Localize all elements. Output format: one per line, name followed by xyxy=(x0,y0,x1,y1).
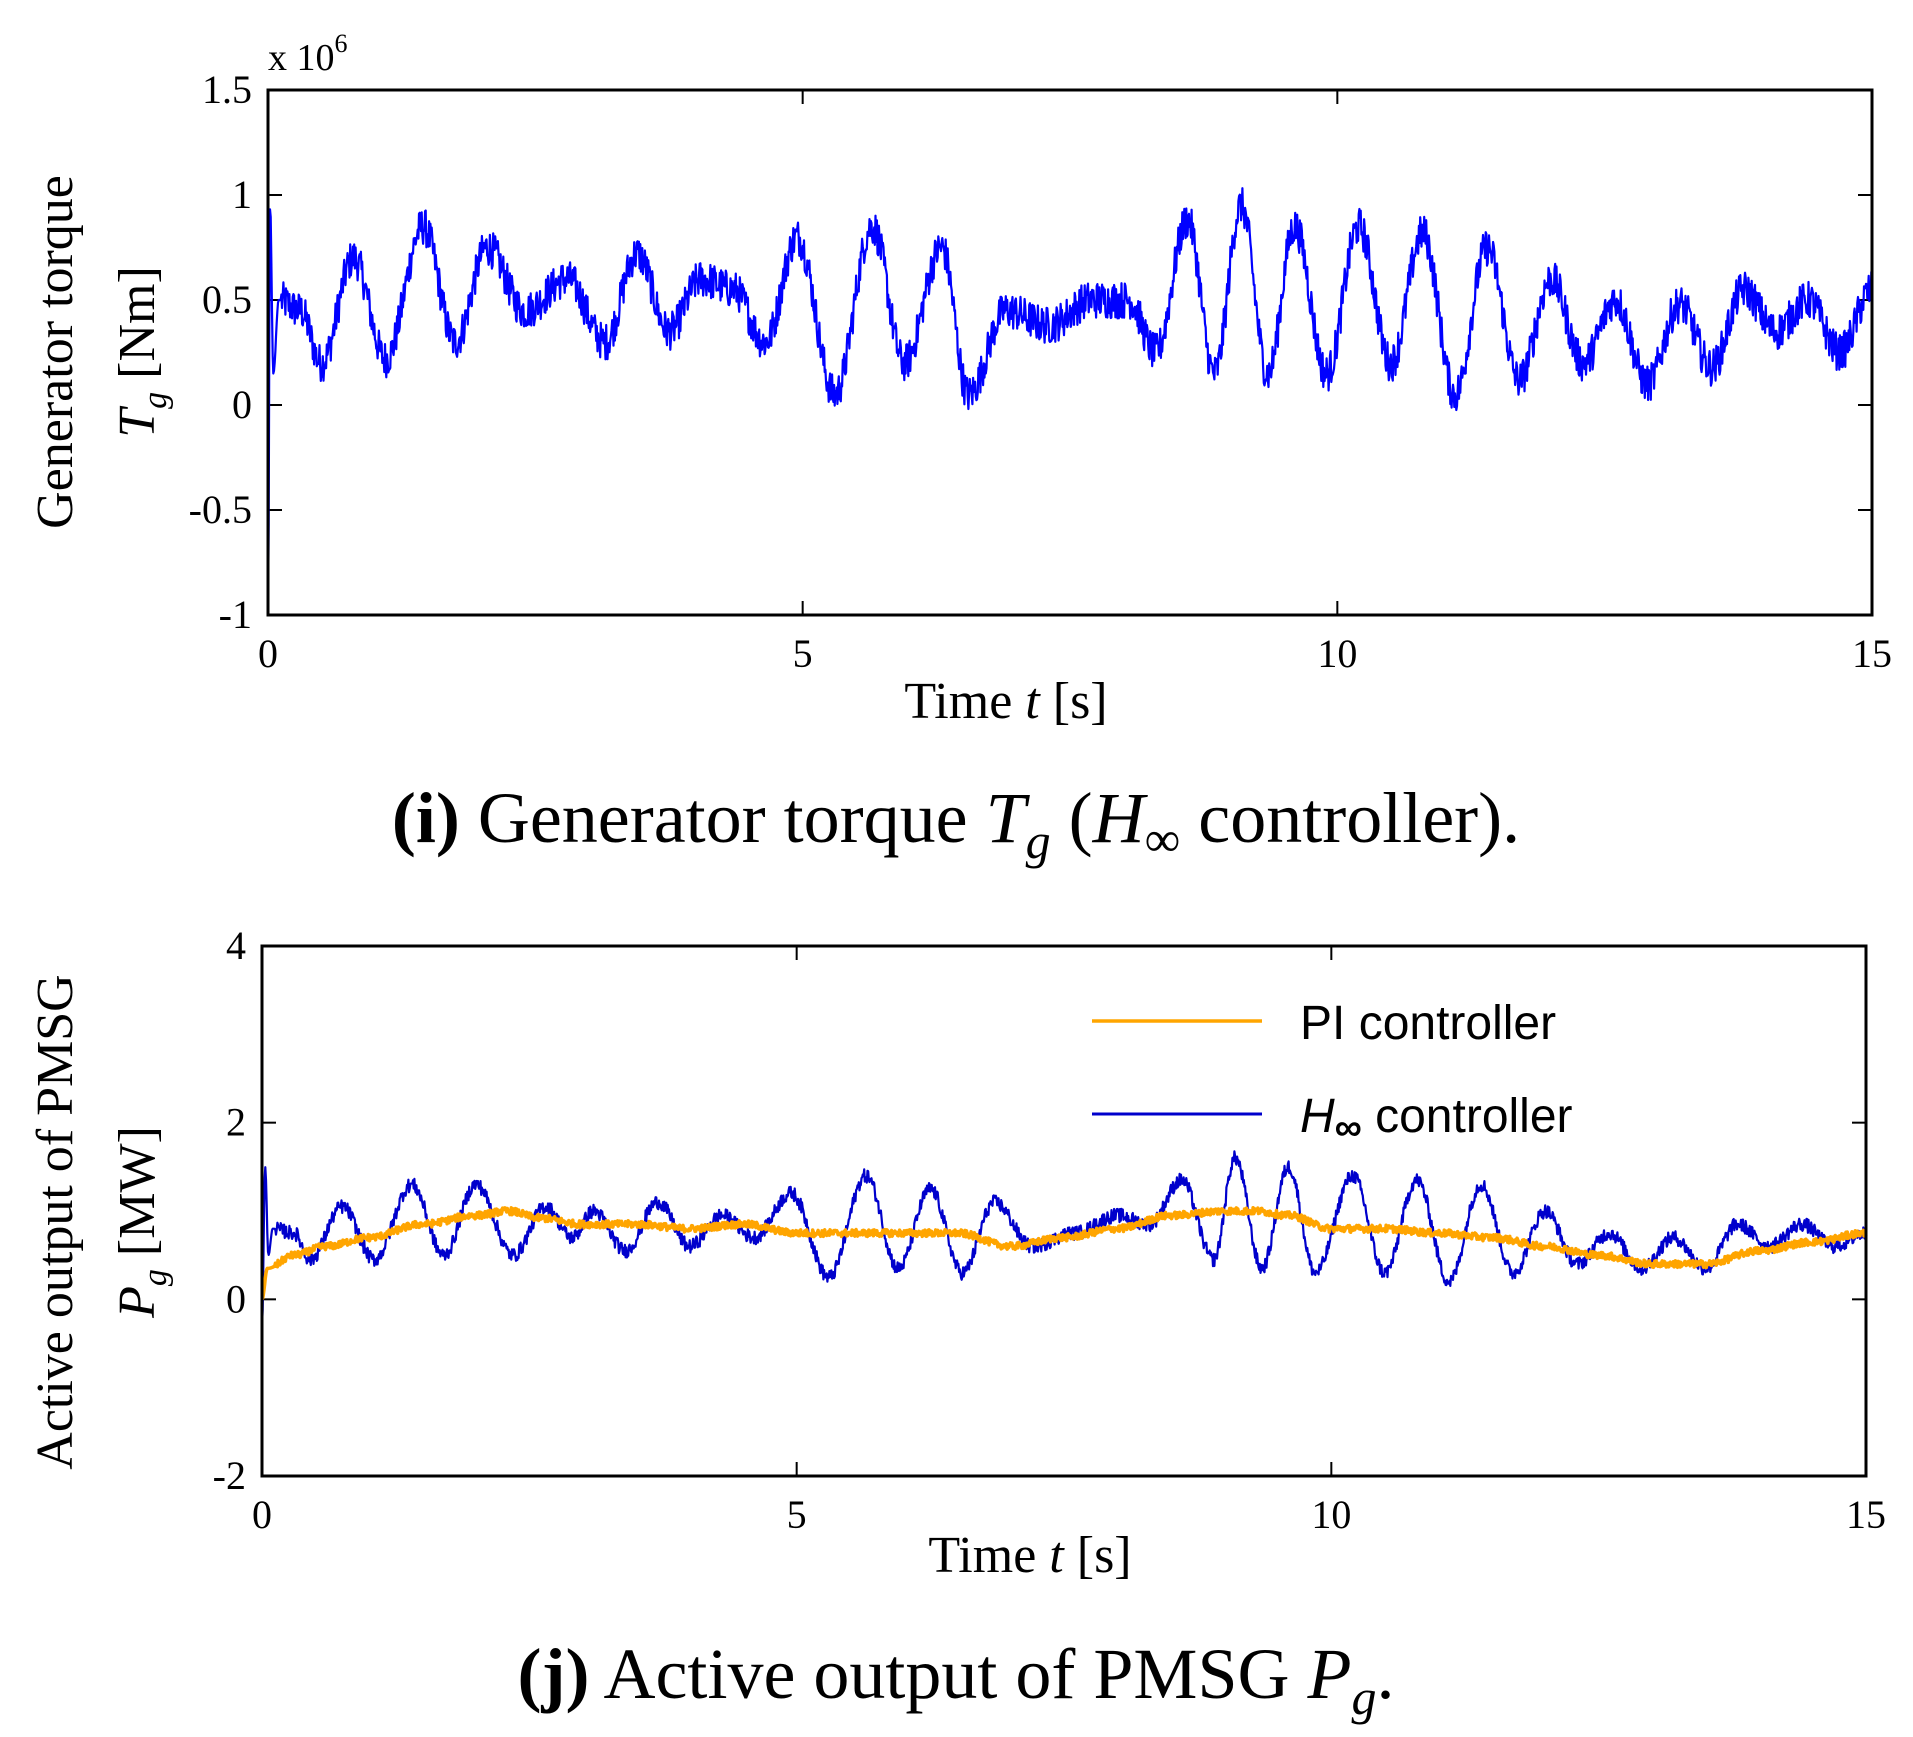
power-ytick-label: 0 xyxy=(226,1276,246,1321)
power-y-axis-label: Active output of PMSG Pg [MW] xyxy=(27,974,174,1469)
power-ytick-label: 4 xyxy=(226,923,246,968)
torque-ytick-label: -1 xyxy=(219,592,252,637)
torque-exponent-label: x 106 xyxy=(268,29,348,79)
torque-xtick-label: 0 xyxy=(258,631,278,676)
power-ytick-label: 2 xyxy=(226,1100,246,1145)
power-xtick-label: 0 xyxy=(252,1492,272,1537)
power-legend: PI controller H∞ controller xyxy=(1092,997,1573,1149)
torque-xtick-labels: 0 5 10 15 xyxy=(258,631,1892,676)
torque-xtick-label: 15 xyxy=(1852,631,1892,676)
torque-ytick-labels: -1 -0.5 0 0.5 1 1.5 xyxy=(189,67,252,637)
torque-y-axis-label-line1: Generator torque xyxy=(27,175,84,529)
caption-j: (j) Active output of PMSG Pg. xyxy=(518,1634,1395,1725)
torque-plot-frame xyxy=(266,88,1874,617)
power-plot-frame xyxy=(260,944,1868,1478)
torque-y-axis-label-line2: Tg [Nm] xyxy=(109,266,174,438)
power-ytick-label: -2 xyxy=(213,1453,246,1498)
power-pi-line xyxy=(260,1205,1868,1301)
legend-item-pi: PI controller xyxy=(1092,997,1556,1050)
caption-i: (i) Generator torque Tg (H∞ controller). xyxy=(392,778,1520,869)
torque-ytick-label: 1 xyxy=(232,172,252,217)
torque-xtick-label: 5 xyxy=(793,631,813,676)
torque-ytick-label: 0.5 xyxy=(202,277,252,322)
power-x-axis-label: Time t [s] xyxy=(928,1527,1131,1584)
torque-xtick-label: 10 xyxy=(1317,631,1357,676)
torque-hinf-line xyxy=(266,187,1874,616)
legend-label-hinf: H∞ controller xyxy=(1300,1090,1573,1149)
power-y-axis-label-line2: Pg [MW] xyxy=(109,1126,174,1319)
power-ytick-labels: -2 0 2 4 xyxy=(213,923,246,1498)
legend-item-hinf: H∞ controller xyxy=(1092,1090,1573,1149)
torque-ytick-label: 1.5 xyxy=(202,67,252,112)
torque-y-axis-label: Generator torque Tg [Nm] xyxy=(27,175,174,529)
power-y-axis-label-line1: Active output of PMSG xyxy=(27,974,84,1469)
chart-torque: -1 -0.5 0 0.5 1 1.5 0 5 10 15 x 106 Time t [s] G… xyxy=(27,29,1892,730)
power-xtick-label: 15 xyxy=(1846,1492,1886,1537)
power-xtick-labels: 0 5 10 15 xyxy=(252,1492,1886,1537)
torque-ytick-label: 0 xyxy=(232,382,252,427)
torque-x-axis-label: Time t [s] xyxy=(904,673,1107,730)
torque-ytick-label: -0.5 xyxy=(189,487,252,532)
power-xtick-label: 10 xyxy=(1311,1492,1351,1537)
power-xtick-label: 5 xyxy=(787,1492,807,1537)
legend-label-pi: PI controller xyxy=(1300,997,1556,1050)
